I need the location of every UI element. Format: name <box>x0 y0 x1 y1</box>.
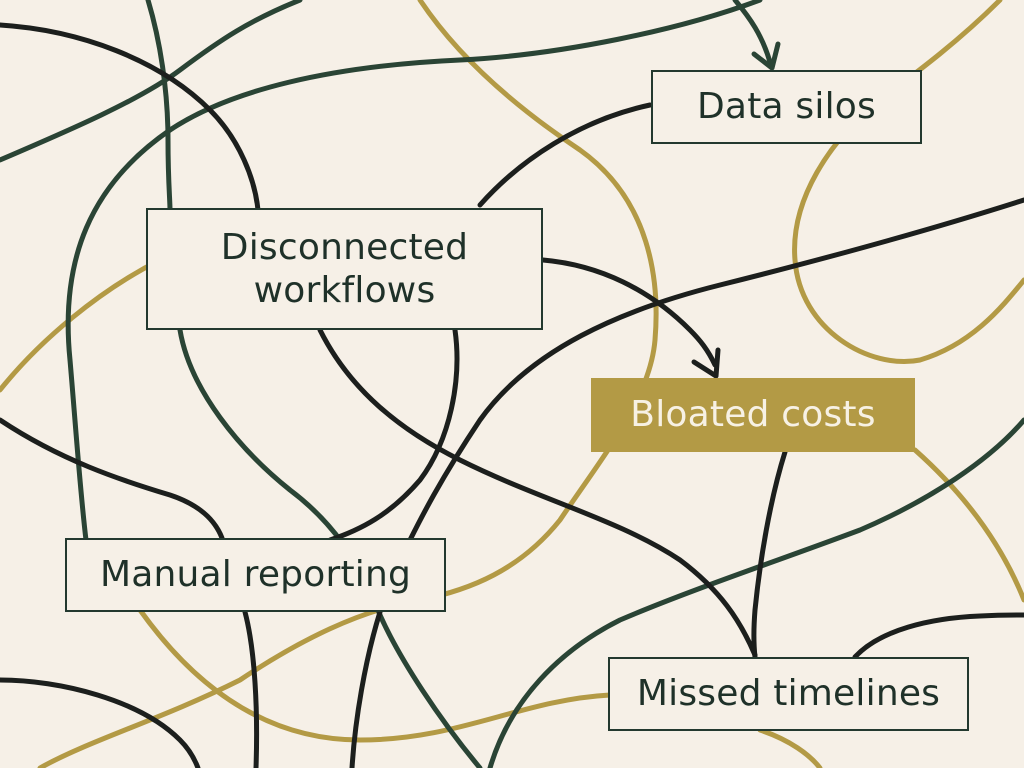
green-line-2 <box>145 0 173 213</box>
green-line-1 <box>0 0 303 163</box>
black-line-4 <box>407 197 1024 543</box>
gold-line-1 <box>37 0 659 768</box>
black-line-9 <box>852 612 1024 660</box>
black-line-3 <box>540 257 718 368</box>
black-line-11 <box>242 609 260 768</box>
black-line-5 <box>327 327 460 543</box>
green-line-3 <box>65 0 763 543</box>
black-line-2 <box>477 102 653 208</box>
node-missed-timelines: Missed timelines <box>608 657 969 731</box>
green-line-5 <box>377 612 483 768</box>
node-bloated-costs: Bloated costs <box>591 378 915 452</box>
gold-line-5 <box>137 607 613 743</box>
gold-line-3 <box>792 0 1024 364</box>
gold-line-6 <box>757 727 823 768</box>
black-line-7 <box>0 417 225 541</box>
black-line-8 <box>751 449 788 660</box>
node-manual-reporting: Manual reporting <box>65 538 446 612</box>
black-arrowhead <box>691 347 721 379</box>
black-line-1 <box>0 22 261 213</box>
green-line-arrow <box>732 0 773 65</box>
black-line-6 <box>317 327 758 658</box>
black-line-12 <box>349 609 383 768</box>
black-line-10 <box>0 677 201 768</box>
node-disconnected-workflows: Disconnected workflows <box>146 208 543 330</box>
node-data-silos: Data silos <box>651 70 922 144</box>
gold-line-4 <box>912 447 1024 603</box>
green-line-6 <box>487 417 1024 768</box>
green-arrowhead <box>751 41 781 71</box>
